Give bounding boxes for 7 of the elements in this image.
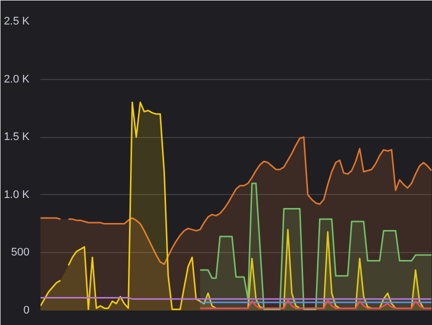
y-tick-label: 0: [23, 304, 30, 316]
y-tick-label: 2.0 K: [4, 73, 30, 86]
y-tick-label: 1.0 K: [4, 188, 30, 201]
y-tick-label: 500: [11, 246, 30, 259]
y-tick-label: 1.5 K: [4, 131, 30, 144]
y-tick-label: 2.5 K: [4, 16, 30, 28]
line-series: [199, 299, 432, 309]
